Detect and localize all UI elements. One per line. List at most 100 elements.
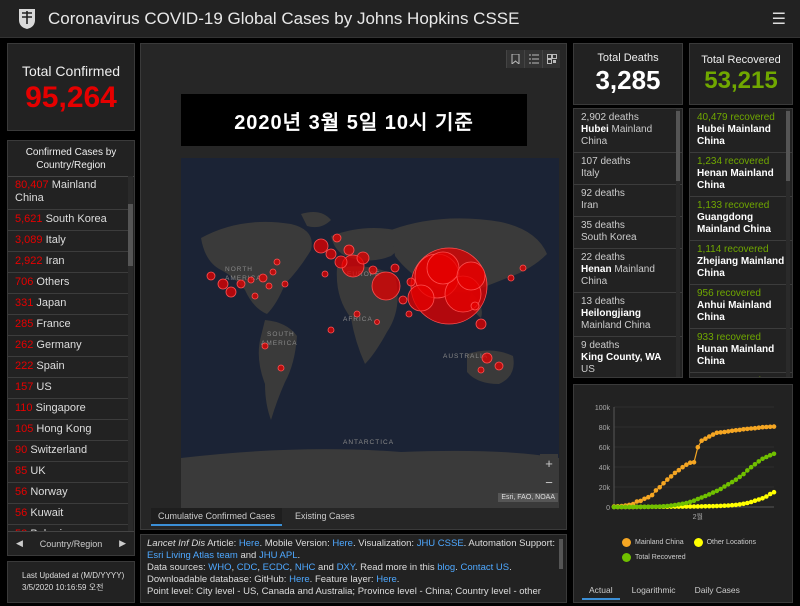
list-item[interactable]: 40,479 recovered Hubei Mainland China [690, 109, 792, 153]
data-point [676, 502, 682, 507]
list-item[interactable]: 56 Kuwait [8, 504, 128, 525]
data-point [752, 498, 758, 503]
zoom-controls: + − [540, 454, 558, 492]
list-item[interactable]: 1,133 recovered Guangdong Mainland China [690, 197, 792, 241]
mobile-version-link[interactable]: Here [332, 538, 353, 549]
data-point [722, 429, 727, 435]
total-recovered-panel: Total Recovered 53,215 [689, 43, 793, 105]
list-item[interactable]: 9 deaths King County, WA US [574, 337, 682, 377]
list-item[interactable]: 2,922 Iran [8, 252, 128, 273]
zoom-in-button[interactable]: + [540, 454, 558, 472]
last-updated-label: Last Updated at (M/D/YYYY) [22, 571, 125, 580]
list-item[interactable]: 3,089 Italy [8, 231, 128, 252]
data-point [634, 504, 640, 510]
feature-layer-link[interactable]: Here [376, 574, 397, 585]
data-point [748, 499, 754, 505]
ecdc-link[interactable]: ECDC [262, 562, 290, 573]
prev-arrow-icon[interactable]: ◀ [16, 538, 23, 548]
list-item[interactable]: 35 deaths South Korea [574, 217, 682, 249]
list-item[interactable]: 1,114 recovered Zhejiang Mainland China [690, 241, 792, 285]
list-item[interactable]: 52 Bahrain [8, 525, 128, 531]
recovered-scrollbar[interactable] [786, 109, 790, 377]
case-circles [206, 233, 527, 374]
esri-link[interactable]: Esri Living Atlas team [147, 550, 238, 561]
nhc-link[interactable]: NHC [294, 562, 316, 573]
list-item[interactable]: 2,902 deaths Hubei Mainland China [574, 109, 682, 153]
data-point [760, 424, 765, 430]
who-link[interactable]: WHO [208, 562, 232, 573]
data-point [657, 485, 663, 490]
qr-code-icon[interactable] [542, 50, 560, 68]
dxy-link[interactable]: DXY [336, 562, 355, 573]
data-point [665, 477, 670, 482]
data-point [733, 502, 739, 508]
next-arrow-icon[interactable]: ▶ [119, 538, 126, 548]
chart-legend: Mainland China Other Locations Total Rec… [622, 538, 792, 568]
chart-tabs: Actual Logarithmic Daily Cases [582, 582, 747, 600]
list-item[interactable]: 956 recovered Anhui Mainland China [690, 285, 792, 329]
tab-actual[interactable]: Actual [582, 582, 620, 600]
jhu-apl-link[interactable]: JHU APL [258, 550, 298, 561]
list-item[interactable]: 222 Spain [8, 357, 128, 378]
github-link[interactable]: Here [289, 574, 310, 585]
app-title: Coronavirus COVID-19 Global Cases by Joh… [48, 8, 520, 28]
list-item[interactable]: 22 deaths Henan Mainland China [574, 249, 682, 293]
tab-daily-cases[interactable]: Daily Cases [694, 585, 740, 595]
data-point [665, 503, 670, 509]
list-icon[interactable] [524, 50, 542, 68]
contact-link[interactable]: Contact US [460, 562, 510, 573]
list-item[interactable]: 56 Norway [8, 483, 128, 504]
legend-mainland-china: Mainland China [622, 538, 684, 547]
hamburger-menu-icon[interactable]: ☰ [771, 11, 786, 28]
data-point [741, 501, 746, 507]
blog-link[interactable]: blog [437, 562, 456, 573]
article-link[interactable]: Here [238, 538, 260, 549]
list-item[interactable]: 90 Switzerland [8, 441, 128, 462]
deaths-list[interactable]: 2,902 deaths Hubei Mainland China 107 deat… [573, 108, 683, 378]
list-item[interactable]: 105 Hong Kong [8, 420, 128, 441]
tab-existing-cases[interactable]: Existing Cases [288, 508, 362, 526]
list-item[interactable]: 901 recoveredJiangxi Mainland [690, 373, 792, 377]
label-australia: AUSTRALIA [443, 353, 488, 360]
list-item[interactable]: 92 deaths Iran [574, 185, 682, 217]
data-point [714, 488, 720, 494]
data-point [729, 479, 735, 485]
jhu-csse-link[interactable]: JHU CSSE [416, 538, 464, 549]
list-item[interactable]: 285 France [8, 315, 128, 336]
svg-text:AMERICA: AMERICA [225, 275, 262, 282]
list-item[interactable]: 5,621 South Korea [8, 210, 128, 231]
recovered-list[interactable]: 40,479 recovered Hubei Mainland China 1,23… [689, 108, 793, 378]
list-item[interactable]: 13 deaths Heilongjiang Mainland China [574, 293, 682, 337]
data-point [684, 462, 689, 467]
world-map[interactable]: NORTH AMERICA EUROPE AFRICA SOUTH AMERIC… [181, 158, 559, 508]
last-updated-panel: Last Updated at (M/D/YYYY) 3/5/2020 10:1… [7, 561, 135, 603]
data-point [687, 460, 693, 465]
list-item[interactable]: 933 recovered Hunan Mainland China [690, 329, 792, 373]
data-point [699, 438, 704, 443]
list-item[interactable]: 110 Singapore [8, 399, 128, 420]
y-tick-label: 0 [606, 505, 610, 512]
country-list[interactable]: 80,407 Mainland China 5,621 South Korea 3,… [8, 176, 128, 531]
data-point [767, 453, 773, 458]
list-item[interactable]: 80,407 Mainland China [8, 176, 128, 210]
cdc-link[interactable]: CDC [236, 562, 258, 573]
data-point [706, 503, 712, 509]
list-item[interactable]: 331 Japan [8, 294, 128, 315]
data-point [718, 503, 723, 509]
list-item[interactable]: 262 Germany [8, 336, 128, 357]
zoom-out-button[interactable]: − [540, 473, 558, 491]
data-point [691, 498, 697, 503]
info-scrollbar[interactable] [559, 539, 563, 569]
deaths-scrollbar[interactable] [676, 109, 680, 377]
list-item[interactable]: 706 Others [8, 273, 128, 294]
tab-cumulative-confirmed[interactable]: Cumulative Confirmed Cases [151, 508, 283, 526]
list-item[interactable]: 1,234 recovered Henan Mainland China [690, 153, 792, 197]
y-tick-label: 60k [599, 445, 611, 452]
list-item[interactable]: 157 US [8, 378, 128, 399]
country-list-scrollbar[interactable] [128, 176, 133, 531]
bookmark-icon[interactable] [506, 50, 524, 68]
tab-logarithmic[interactable]: Logarithmic [631, 585, 676, 595]
list-item[interactable]: 107 deaths Italy [574, 153, 682, 185]
list-item[interactable]: 85 UK [8, 462, 128, 483]
data-point [691, 460, 697, 465]
